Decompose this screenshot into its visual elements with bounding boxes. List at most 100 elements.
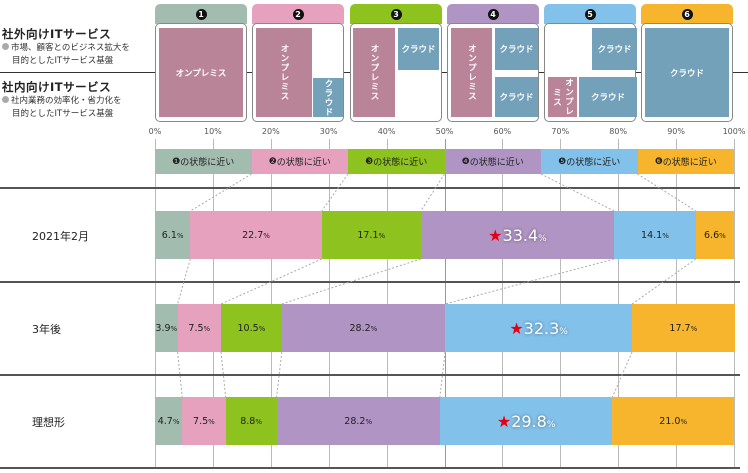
onprem-block-2: オンプレミス <box>256 28 312 117</box>
category-5-label: の状態に近い <box>566 158 621 168</box>
cloud-block-3-label: クラウド <box>401 45 436 55</box>
state-header-1: 1 <box>155 4 247 24</box>
number-3-icon: ❸ <box>365 156 374 167</box>
segment-value: 7.5% <box>193 415 215 427</box>
segment-value: 28.2% <box>344 415 373 427</box>
legend-internal-desc2: 目的としたITサービス基盤 <box>12 109 114 119</box>
percent-sign: % <box>546 419 556 430</box>
axis-tick-label: 10% <box>204 127 222 136</box>
number-2-icon: 2 <box>292 8 304 20</box>
category-4-label: の状態に近い <box>469 158 524 168</box>
bar-segment: 28.2% <box>276 397 440 445</box>
state-header-6: 6 <box>641 4 733 24</box>
highlight-value: ★33.4% <box>488 225 547 245</box>
axis-tick-label: 20% <box>261 127 280 136</box>
row-separator <box>0 467 740 469</box>
category-1: ❶ の状態に近い <box>155 149 252 174</box>
legend-internal: 社内向けITサービス 社内業務の効率化・省力化を 目的としたITサービス基盤 <box>2 79 122 121</box>
percent-sign: % <box>719 231 726 240</box>
axis-tick-label: 100% <box>722 127 746 136</box>
bar-segment: 17.1% <box>321 211 421 259</box>
category-6-label: の状態に近い <box>662 158 717 168</box>
bar-segment: 7.5% <box>177 304 221 352</box>
category-1-label: の状態に近い <box>180 158 235 168</box>
axis-tick-label: 40% <box>377 127 396 136</box>
onprem-block-3: オンプレミス <box>353 28 395 117</box>
bar-segment: 22.7% <box>190 211 322 259</box>
onprem-block-1-label: オンプレミス <box>175 68 227 79</box>
bar-segment: 3.9% <box>155 304 178 352</box>
percent-sign: % <box>208 417 215 426</box>
cloud-block-2: クラウド <box>313 78 343 117</box>
number-3-icon: 3 <box>390 8 402 20</box>
percent-sign: % <box>258 324 266 333</box>
cloud-block-3: クラウド <box>398 28 439 70</box>
onprem-block-1: オンプレミス <box>159 28 243 117</box>
axis-tick-label: 90% <box>667 127 685 136</box>
percent-sign: % <box>255 417 262 426</box>
highlight-value: ★29.8% <box>496 411 556 431</box>
cloud-block-5-bottom: クラウド <box>579 77 637 117</box>
percent-sign: % <box>538 233 547 244</box>
segment-value: 4.7% <box>157 415 180 427</box>
percent-sign: % <box>172 417 180 426</box>
legend-external-title: 社外向けITサービス <box>2 27 112 41</box>
category-2: ❷ の状態に近い <box>251 149 348 174</box>
cloud-block-5-bottom-label: クラウド <box>590 93 625 103</box>
percent-sign: % <box>203 324 211 333</box>
bar-segment: 7.5% <box>182 397 226 445</box>
segment-value: 6.1% <box>161 229 184 241</box>
onprem-block-5: オンプレミス <box>548 77 577 117</box>
percent-sign: % <box>662 231 669 240</box>
bullet-icon <box>2 96 9 103</box>
number-1-icon: 1 <box>195 8 207 20</box>
number-6-icon: ❻ <box>654 156 663 167</box>
segment-value: 28.2% <box>349 322 378 334</box>
axis-tick-label: 80% <box>609 127 628 136</box>
onprem-block-5-label: オンプレミス <box>551 78 574 116</box>
number-2-icon: ❷ <box>268 156 277 167</box>
segment-value: 8.8% <box>240 415 262 427</box>
row-label: 2021年2月 <box>32 230 89 243</box>
bar-segment: ★33.4% <box>420 211 615 259</box>
onprem-block-4-label: オンプレミス <box>466 44 477 101</box>
percent-sign: % <box>176 231 184 240</box>
number-1-icon: ❶ <box>172 156 181 167</box>
cloud-block-4-top: クラウド <box>495 28 538 70</box>
state-header-3: 3 <box>350 4 442 24</box>
category-2-label: の状態に近い <box>276 158 331 168</box>
percent-sign: % <box>559 326 568 337</box>
axis-tick-label: 70% <box>551 127 570 136</box>
cloud-block-6-label: クラウド <box>669 68 704 79</box>
legend-external-desc2: 目的としたITサービス基盤 <box>12 56 114 66</box>
onprem-block-2-label: オンプレミス <box>279 44 289 101</box>
percent-sign: % <box>365 417 373 426</box>
state-header-5: 5 <box>544 4 636 24</box>
category-5: ❺ の状態に近い <box>541 149 638 174</box>
segment-value: 6.6% <box>704 229 726 241</box>
state-header-2: 2 <box>252 4 344 24</box>
cloud-block-2-label: クラウド <box>323 78 333 117</box>
category-4: ❹ の状態に近い <box>444 149 541 174</box>
segment-value: 21.0% <box>659 415 688 427</box>
number-4-icon: 4 <box>487 8 499 20</box>
row-label: 理想形 <box>32 416 65 429</box>
bar-segment: 4.7% <box>155 397 183 445</box>
bar-segment: ★29.8% <box>439 397 613 445</box>
percent-sign: % <box>370 324 378 333</box>
cloud-block-4-top-label: クラウド <box>499 45 534 55</box>
segment-value: 17.7% <box>669 322 698 334</box>
star-icon: ★ <box>509 318 524 338</box>
row-separator <box>0 281 740 283</box>
percent-sign: % <box>680 417 688 426</box>
bar-segment: 28.2% <box>281 304 446 352</box>
bar-segment: ★32.3% <box>445 304 633 352</box>
highlight-value: ★32.3% <box>509 318 568 338</box>
legend-internal-desc1: 社内業務の効率化・省力化を <box>11 96 122 106</box>
axis-tick-label: 30% <box>319 127 338 136</box>
segment-value: 3.9% <box>155 322 178 334</box>
segment-value: 7.5% <box>188 322 211 334</box>
percent-sign: % <box>263 231 270 240</box>
row-separator <box>0 187 740 189</box>
